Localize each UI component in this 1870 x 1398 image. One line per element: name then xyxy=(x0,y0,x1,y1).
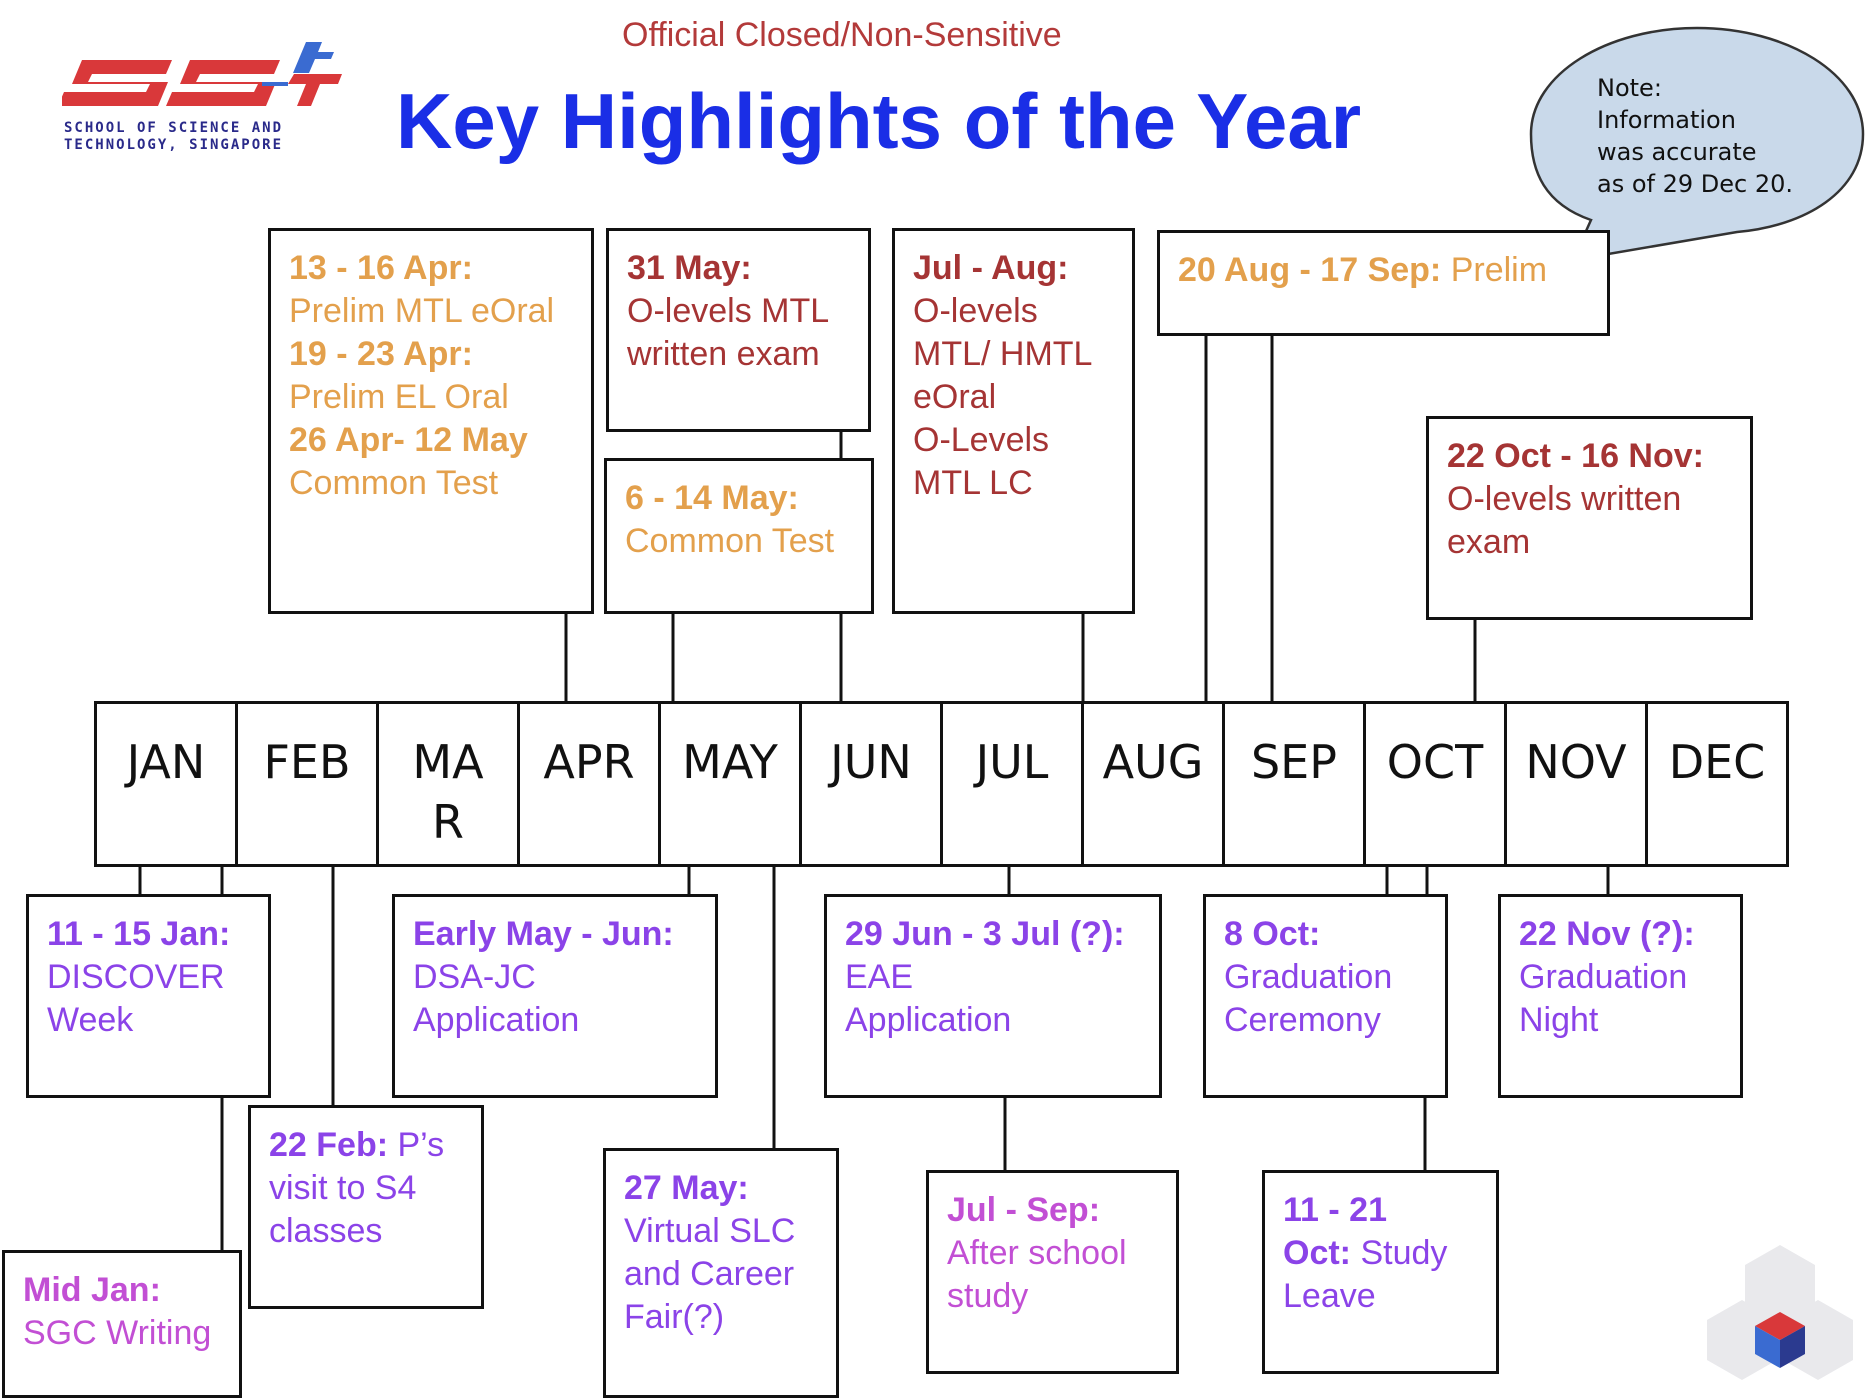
event-text: Graduation xyxy=(1519,958,1688,996)
event-text: Prelim MTL eOral xyxy=(289,292,555,330)
event-may6: 6 - 14 May: Common Test xyxy=(604,458,874,614)
event-date: Mid Jan: xyxy=(23,1271,161,1309)
event-text: DISCOVER xyxy=(47,958,225,996)
month-mar-label: MA R xyxy=(412,735,484,849)
event-jan11: 11 - 15 Jan: DISCOVER Week xyxy=(26,894,271,1098)
event-date: Early May - Jun: xyxy=(413,915,674,953)
event-text: Ceremony xyxy=(1224,1001,1381,1039)
page-title: Key Highlights of the Year xyxy=(396,77,1362,165)
note-text: Note: Information was accurate as of 29 … xyxy=(1597,72,1793,200)
month-jun: JUN xyxy=(802,704,943,864)
event-text: O-levels written xyxy=(1447,480,1682,518)
event-text: visit to S4 xyxy=(269,1169,417,1207)
event-text: classes xyxy=(269,1212,383,1250)
event-text: O-levels MTL xyxy=(627,292,830,330)
event-date: 26 Apr- 12 May xyxy=(289,421,528,459)
event-text: O-Levels xyxy=(913,421,1050,459)
event-text: DSA-JC xyxy=(413,958,536,996)
event-date: 22 Nov (?): xyxy=(1519,915,1695,953)
event-date: Jul - Sep: xyxy=(947,1191,1101,1229)
event-text: Prelim EL Oral xyxy=(289,378,509,416)
event-date: 31 May: xyxy=(627,249,752,287)
hexagon-logo-icon xyxy=(1707,1245,1853,1380)
month-aug: AUG xyxy=(1084,704,1225,864)
event-date: 6 - 14 May: xyxy=(625,479,799,517)
event-text: Leave xyxy=(1283,1277,1376,1315)
event-text: eOral xyxy=(913,378,997,416)
note-speech-bubble-icon xyxy=(1529,26,1865,262)
event-mid-jan: Mid Jan: SGC Writing xyxy=(2,1250,242,1398)
event-text: Study xyxy=(1351,1234,1448,1272)
event-text: Night xyxy=(1519,1001,1599,1039)
event-jul-sep: Jul - Sep: After school study xyxy=(926,1170,1179,1374)
month-nov: NOV xyxy=(1507,704,1648,864)
classification-banner: Official Closed/Non-Sensitive xyxy=(622,16,1062,54)
event-text: MTL LC xyxy=(913,464,1033,502)
month-jan: JAN xyxy=(97,704,238,864)
event-text: exam xyxy=(1447,523,1531,561)
event-text: EAE xyxy=(845,958,914,996)
event-text: Prelim xyxy=(1441,251,1548,289)
note-line3: was accurate xyxy=(1597,138,1757,166)
event-may27: 27 May: Virtual SLC and Career Fair(?) xyxy=(603,1148,839,1398)
month-feb: FEB xyxy=(238,704,379,864)
event-date: 11 - 15 Jan: xyxy=(47,915,231,953)
month-dec: DEC xyxy=(1668,735,1766,789)
event-oct8: 8 Oct: Graduation Ceremony xyxy=(1203,894,1448,1098)
event-prelim-aug: 20 Aug - 17 Sep: Prelim xyxy=(1157,230,1610,336)
month-timeline: JAN FEB MA R APR MAY JUN JUL AUG SEP OCT … xyxy=(94,701,1789,867)
event-text: study xyxy=(947,1277,1029,1315)
event-text: MTL/ HMTL xyxy=(913,335,1093,373)
event-date: 20 Aug - 17 Sep: xyxy=(1178,251,1442,289)
month-mar: MA R xyxy=(379,704,520,864)
event-date: 11 - 21 xyxy=(1283,1191,1387,1229)
event-text: Graduation xyxy=(1224,958,1393,996)
event-prelim-apr: 13 - 16 Apr: Prelim MTL eOral 19 - 23 Ap… xyxy=(268,228,594,614)
event-jun29: 29 Jun - 3 Jul (?): EAE Application xyxy=(824,894,1162,1098)
note-line1: Note: xyxy=(1597,74,1662,102)
event-text: Application xyxy=(845,1001,1012,1039)
event-feb22: 22 Feb: P’s visit to S4 classes xyxy=(248,1105,484,1309)
month-jul: JUL xyxy=(943,704,1084,864)
event-date: Oct: xyxy=(1283,1234,1351,1272)
event-text: Common Test xyxy=(625,522,835,560)
event-text: O-levels xyxy=(913,292,1038,330)
event-text: After school xyxy=(947,1234,1127,1272)
event-date: Jul - Aug: xyxy=(913,249,1069,287)
event-text: written exam xyxy=(627,335,820,373)
event-text: Fair(?) xyxy=(624,1298,725,1336)
event-text: Virtual SLC xyxy=(624,1212,796,1250)
event-date: 22 Feb: xyxy=(269,1126,389,1164)
event-may31: 31 May: O-levels MTL written exam xyxy=(606,228,871,432)
event-text: Common Test xyxy=(289,464,499,502)
event-date: 27 May: xyxy=(624,1169,749,1207)
event-nov22: 22 Nov (?): Graduation Night xyxy=(1498,894,1743,1098)
event-oct22: 22 Oct - 16 Nov: O-levels written exam xyxy=(1426,416,1753,620)
event-text: P’s xyxy=(388,1126,445,1164)
event-date: 22 Oct - 16 Nov: xyxy=(1447,437,1704,475)
event-oct11: 11 - 21 Oct: Study Leave xyxy=(1262,1170,1499,1374)
event-text: Application xyxy=(413,1001,580,1039)
logo-text: SCHOOL OF SCIENCE AND TECHNOLOGY, SINGAP… xyxy=(64,120,283,154)
event-text: Week xyxy=(47,1001,134,1039)
event-early-may: Early May - Jun: DSA-JC Application xyxy=(392,894,718,1098)
month-apr: APR xyxy=(520,704,661,864)
event-date: 19 - 23 Apr: xyxy=(289,335,473,373)
event-jul-aug: Jul - Aug: O-levels MTL/ HMTL eOral O-Le… xyxy=(892,228,1135,614)
event-text: SGC Writing xyxy=(23,1314,212,1352)
note-line2: Information xyxy=(1597,106,1736,134)
month-may: MAY xyxy=(661,704,802,864)
event-date: 29 Jun - 3 Jul (?): xyxy=(845,915,1125,953)
event-date: 8 Oct: xyxy=(1224,915,1321,953)
event-date: 13 - 16 Apr: xyxy=(289,249,473,287)
event-text: and Career xyxy=(624,1255,795,1293)
logo-line1: SCHOOL OF SCIENCE AND xyxy=(64,120,284,136)
sst-logo xyxy=(62,42,342,106)
month-sep: SEP xyxy=(1225,704,1366,864)
note-line4: as of 29 Dec 20. xyxy=(1597,170,1794,198)
logo-line2: TECHNOLOGY, SINGAPORE xyxy=(64,137,284,153)
month-oct: OCT xyxy=(1366,704,1507,864)
